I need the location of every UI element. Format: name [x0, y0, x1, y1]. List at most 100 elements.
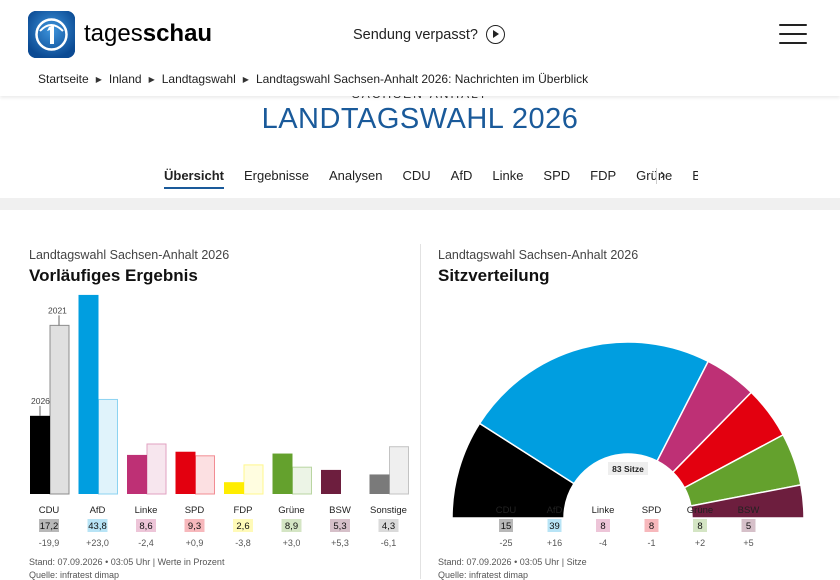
seat-value-badge [741, 519, 756, 532]
seat-value-badge [547, 519, 562, 532]
tabs-next-chevron-icon[interactable]: › [656, 166, 672, 186]
tab-gruene[interactable]: Grüne [636, 168, 673, 183]
results-footer: Stand: 07.09.2026 • 03:05 Uhr | Werte in… [29, 557, 225, 567]
breadcrumb-inland[interactable]: Inland [108, 72, 142, 86]
bar-value-badge [184, 519, 205, 532]
seat-value-label: 8 [649, 521, 654, 532]
bar-value-label: 9,3 [188, 521, 201, 532]
bar-category-label: CDU [39, 505, 60, 516]
seat-total-label: 83 Sitze [612, 464, 644, 474]
bar-diff-label: +23,0 [86, 538, 109, 548]
bar-value-label: 8,9 [285, 521, 298, 532]
bar-2021-sonstige [389, 446, 409, 495]
bar-diff-label: -19,9 [39, 538, 60, 548]
bar-category-label: FDP [234, 505, 253, 516]
bar-diff-label: -3,8 [235, 538, 251, 548]
bar-value-label: 2,6 [236, 521, 249, 532]
seats-hemicycle-chart: 83 Sitze CDU 15 -25 AfD 39 +16 Linke 8 -4 SPD 8 -1 Gr… [451, 341, 805, 548]
bar-diff-label: -6,1 [381, 538, 397, 548]
seat-value-label: 8 [697, 521, 702, 532]
chevron-right-icon: ▶ [95, 74, 102, 84]
bar-2021-spd [195, 455, 215, 495]
seat-category-label: AfD [547, 505, 563, 516]
bar-diff-label: +0,9 [186, 538, 204, 548]
seat-value-label: 39 [549, 521, 560, 532]
seat-diff-label: -25 [499, 538, 512, 548]
chevron-right-icon: ▶ [148, 74, 155, 84]
tagesschau-logo-icon[interactable] [28, 11, 75, 58]
seat-category-label: Grüne [687, 505, 713, 516]
seat-diff-label: +2 [695, 538, 705, 548]
results-title: Vorläufiges Ergebnis [29, 266, 198, 285]
bar-value-badge [378, 519, 399, 532]
missed-show-label: Sendung verpasst? [353, 26, 478, 43]
bar-category-label: AfD [90, 505, 106, 516]
play-icon [485, 25, 505, 44]
breadcrumb-startseite[interactable]: Startseite [38, 72, 89, 86]
bar-value-label: 43,8 [88, 521, 107, 532]
bar-2026-fdp [224, 482, 244, 494]
seat-category-label: BSW [738, 505, 760, 516]
seat-category-label: SPD [642, 505, 662, 516]
breadcrumb-current[interactable]: Landtagswahl Sachsen-Anhalt 2026: Nachri… [255, 72, 589, 86]
seat-value-label: 15 [501, 521, 512, 532]
bar-2026-linke [127, 454, 147, 494]
seat-total-badge [608, 462, 648, 475]
bar-category-label: Grüne [278, 505, 304, 516]
seat-value-badge [693, 519, 707, 532]
tab-partial[interactable]: B [692, 168, 699, 183]
bar-category-label: Sonstige [370, 505, 407, 516]
seat-value-label: 8 [600, 521, 605, 532]
seat-value-label: 5 [746, 521, 751, 532]
tab-bar: Übersicht Ergebnisse Analysen CDU AfD Li… [164, 168, 698, 189]
results-bar-chart: CDU 17,2 -19,9 AfD 43,8 +23,0 Linke 8,6 -2,4 SPD 9… [30, 294, 409, 548]
bar-value-label: 4,3 [382, 521, 395, 532]
tab-spd[interactable]: SPD [543, 168, 571, 183]
tab-cdu[interactable]: CDU [402, 168, 431, 183]
bar-2026-grüne [272, 453, 293, 494]
hamburger-menu-icon[interactable] [779, 24, 807, 45]
bar-2021-linke [146, 443, 167, 495]
bar-2026-cdu [30, 415, 50, 494]
section-divider [0, 198, 840, 210]
seat-diff-label: +5 [743, 538, 753, 548]
site-name[interactable]: tagesschau [84, 20, 213, 47]
results-kicker: Landtagswahl Sachsen-Anhalt 2026 [29, 248, 230, 262]
seat-category-label: Linke [592, 505, 615, 516]
missed-show-link[interactable]: Sendung verpasst? [353, 25, 505, 44]
bar-2021-afd [98, 398, 118, 495]
breadcrumb-landtagswahl[interactable]: Landtagswahl [161, 72, 236, 86]
chevron-right-icon: ▶ [242, 74, 249, 84]
page-title: LANDTAGSWAHL 2026 [261, 103, 579, 135]
bar-value-label: 17,2 [40, 521, 59, 532]
bar-2021-fdp [243, 464, 264, 495]
bar-value-badge [87, 519, 108, 532]
bar-diff-label: +3,0 [283, 538, 301, 548]
bar-2026-sonstige [369, 474, 390, 494]
seats-title: Sitzverteilung [438, 266, 550, 285]
tab-analysen[interactable]: Analysen [329, 168, 383, 183]
tab-ergebnisse[interactable]: Ergebnisse [243, 168, 310, 183]
seat-segment-afd [478, 341, 710, 485]
bar-category-label: BSW [329, 505, 351, 516]
bar-value-badge [136, 519, 156, 532]
seat-category-label: CDU [496, 505, 517, 516]
bar-2021-cdu [49, 324, 70, 495]
bar-category-label: SPD [185, 505, 205, 516]
bar-value-badge [330, 519, 350, 532]
tab-uebersicht[interactable]: Übersicht [164, 168, 224, 189]
seat-value-badge [644, 519, 659, 532]
bar-value-badge [233, 519, 253, 532]
seat-value-badge [596, 519, 610, 532]
tab-afd[interactable]: AfD [450, 168, 473, 183]
results-source: Quelle: infratest dimap [29, 570, 120, 580]
bar-value-label: 5,3 [333, 521, 346, 532]
site-header: tagesschau Sendung verpasst? Startseite … [0, 0, 840, 96]
breadcrumb: Startseite ▶ Inland ▶ Landtagswahl ▶ Lan… [38, 72, 588, 86]
seats-kicker: Landtagswahl Sachsen-Anhalt 2026 [438, 248, 639, 262]
bar-value-badge [39, 519, 59, 532]
tab-fdp[interactable]: FDP [590, 168, 617, 183]
tab-linke[interactable]: Linke [492, 168, 524, 183]
seats-footer: Stand: 07.09.2026 • 03:05 Uhr | Sitze [438, 557, 587, 567]
bar-diff-label: -2,4 [138, 538, 154, 548]
